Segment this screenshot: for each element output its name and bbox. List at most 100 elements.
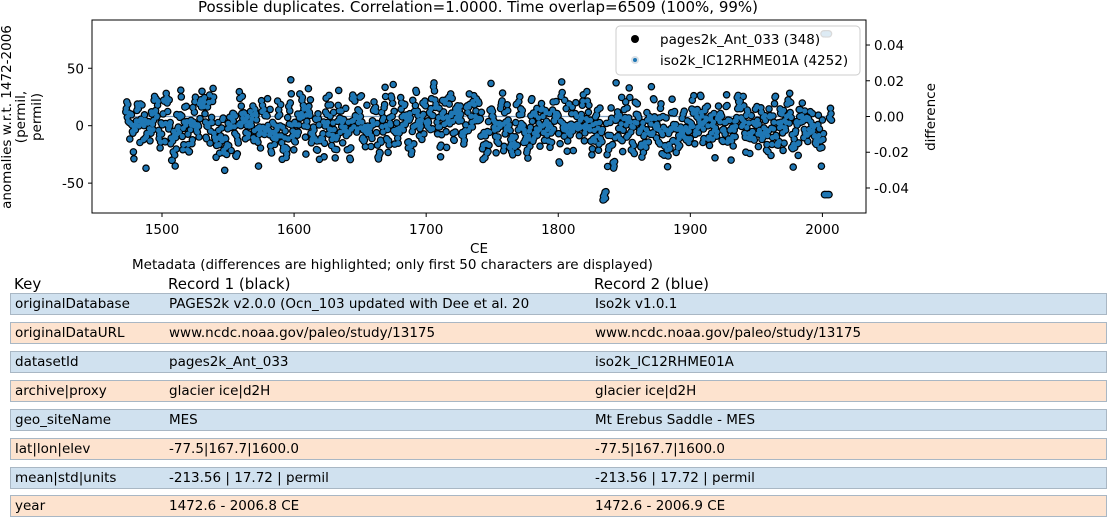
data-point-record2	[764, 141, 770, 148]
data-point-record2	[537, 143, 543, 149]
data-point-record2	[584, 98, 591, 104]
data-point-record2	[762, 117, 769, 124]
data-point-record2	[434, 119, 440, 125]
data-point-record2	[222, 167, 228, 173]
data-point-record2	[582, 130, 588, 136]
data-point-record2	[226, 143, 232, 149]
data-point-record2	[574, 113, 580, 120]
row-key: lat|lon|elev	[15, 441, 91, 457]
data-point-record2	[429, 126, 436, 132]
data-point-record2	[329, 142, 335, 149]
header-record2: Record 2 (blue)	[594, 275, 710, 293]
data-point-record2	[311, 127, 317, 133]
data-point-record2	[466, 91, 472, 97]
data-point-record2	[166, 97, 172, 103]
data-point-record2	[217, 150, 223, 156]
data-point-record2	[512, 134, 518, 140]
data-point-record2	[451, 137, 457, 143]
data-point-record2	[613, 80, 619, 86]
row-record2: 1472.6 - 2006.9 CE	[595, 498, 726, 514]
data-point-record2	[389, 95, 395, 101]
data-point-record2	[741, 103, 747, 109]
data-point-record2	[713, 133, 720, 139]
data-point-record2	[194, 129, 200, 135]
data-point-record2	[420, 111, 426, 117]
data-point-record2	[650, 130, 656, 136]
data-point-record2	[180, 147, 186, 153]
data-point-record2	[287, 100, 293, 106]
data-point-record2	[130, 149, 136, 155]
data-point-record2	[414, 108, 420, 114]
data-point-record2	[735, 92, 741, 98]
data-point-record2	[220, 115, 226, 121]
data-point-record2	[634, 120, 640, 126]
data-point-record2	[485, 148, 491, 155]
data-point-record2	[473, 108, 479, 114]
data-point-record2	[679, 115, 685, 121]
data-point-record2	[541, 137, 548, 143]
data-point-record2	[557, 141, 563, 147]
data-point-record2	[144, 130, 150, 136]
y2-axis-label: difference	[923, 83, 939, 151]
data-point-record2	[758, 105, 764, 111]
data-point-record2	[569, 104, 575, 110]
data-point-record2	[228, 147, 234, 154]
legend-marker-record2	[633, 58, 637, 62]
data-point-record2	[346, 130, 352, 136]
row-record1: MES	[169, 412, 198, 428]
data-point-record2	[280, 124, 286, 130]
data-point-record2	[760, 135, 766, 141]
data-point-record2	[751, 137, 757, 143]
data-point-record2	[754, 104, 760, 110]
data-point-record2	[592, 138, 598, 144]
data-point-record2	[436, 115, 442, 121]
data-point-record2	[669, 96, 675, 102]
data-point-record2	[714, 129, 720, 135]
data-point-record2	[248, 122, 254, 128]
data-point-record2	[623, 99, 629, 105]
data-point-record2	[643, 144, 649, 150]
data-point-record2	[390, 100, 396, 106]
data-point-record2	[272, 141, 278, 148]
data-point-record2	[422, 98, 428, 104]
data-point-record2	[717, 119, 723, 125]
data-point-record2	[520, 123, 526, 129]
data-point-record2	[581, 138, 588, 144]
data-point-record2	[296, 122, 302, 128]
data-point-record2	[343, 105, 349, 111]
data-point-record2	[820, 131, 827, 137]
data-point-record2	[640, 149, 647, 155]
data-point-record2	[610, 142, 616, 148]
row-key: archive|proxy	[15, 383, 107, 399]
data-point-record2	[540, 113, 546, 120]
data-point-record2	[722, 131, 728, 137]
data-point-record2	[795, 152, 801, 158]
data-point-record2	[556, 131, 562, 137]
data-point-record2	[163, 90, 169, 96]
row-record2: www.ncdc.noaa.gov/paleo/study/13175	[595, 325, 862, 341]
data-point-record2	[201, 95, 208, 101]
data-point-record2	[720, 138, 726, 144]
data-point-record2	[331, 109, 337, 115]
metadata-row: geo_siteName MES Mt Erebus Saddle - MES	[10, 409, 1107, 431]
data-point-record2	[285, 136, 291, 142]
data-point-record2	[665, 164, 671, 170]
data-point-record2	[596, 120, 603, 126]
data-point-record2	[178, 87, 184, 93]
data-point-record2	[378, 139, 384, 145]
data-point-record2	[154, 113, 160, 119]
data-point-record2	[709, 136, 716, 142]
data-point-record2	[810, 128, 816, 134]
data-point-record2	[238, 103, 244, 109]
data-point-record2	[527, 124, 534, 130]
x-axis-label: CE	[470, 241, 488, 257]
data-point-record2	[516, 99, 522, 105]
data-point-record2	[440, 115, 446, 121]
data-point-record2	[389, 113, 395, 119]
data-point-record2	[501, 148, 507, 154]
data-point-record2	[772, 93, 779, 99]
data-point-record2	[562, 97, 568, 103]
data-point-record2	[234, 133, 240, 139]
data-point-record2	[438, 142, 444, 148]
data-point-record2	[523, 139, 529, 145]
